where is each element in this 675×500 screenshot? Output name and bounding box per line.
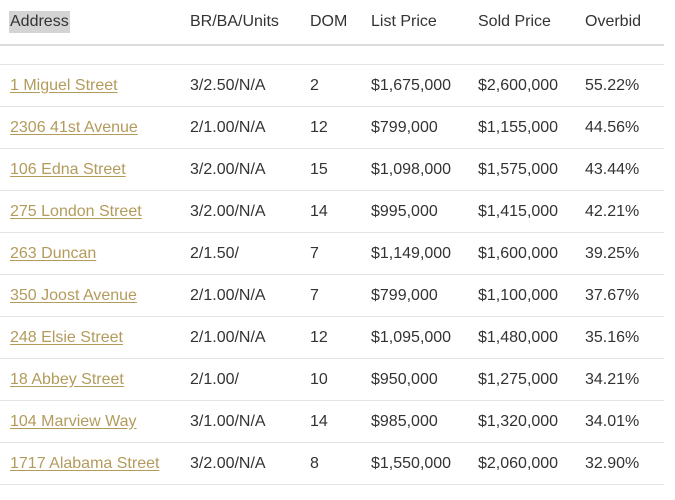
table-row: 106 Edna Street 3/2.00/N/A 15 $1,098,000 $1,… — [0, 148, 664, 191]
cell-address: 1 Miguel Street — [0, 64, 180, 107]
cell-sold-price: $1,415,000 — [468, 190, 575, 233]
cell-sold-price: $1,575,000 — [468, 148, 575, 191]
cell-sold-price: $1,320,000 — [468, 400, 575, 443]
cell-sold-price: $1,155,000 — [468, 106, 575, 149]
cell-overbid: 34.21% — [575, 358, 664, 401]
header-address[interactable]: Address — [0, 0, 180, 46]
table-row: 248 Elsie Street 2/1.00/N/A 12 $1,095,000 $1… — [0, 316, 664, 359]
address-link[interactable]: 263 Duncan — [10, 244, 97, 262]
cell-dom: 14 — [300, 190, 361, 233]
cell-address: 104 Marview Way — [0, 400, 180, 443]
cell-overbid: 55.22% — [575, 64, 664, 107]
cell-address: 350 Joost Avenue — [0, 274, 180, 317]
cell-overbid: 39.25% — [575, 232, 664, 275]
cell-br-ba-units: 2/1.50/ — [180, 232, 300, 275]
header-overbid[interactable]: Overbid — [575, 0, 664, 46]
cell-br-ba-units: 3/2.00/N/A — [180, 190, 300, 233]
address-link[interactable]: 104 Marview Way — [10, 412, 137, 430]
table-body: 1 Miguel Street 3/2.50/N/A 2 $1,675,000 $2,6… — [0, 45, 664, 485]
cell-overbid: 44.56% — [575, 106, 664, 149]
sales-table-container: Address BR/BA/Units DOM List Price Sold … — [0, 0, 664, 485]
cell-br-ba-units: 3/2.50/N/A — [180, 64, 300, 107]
table-row: 275 London Street 3/2.00/N/A 14 $995,000 $1,… — [0, 190, 664, 233]
cell-address: 2306 41st Avenue — [0, 106, 180, 149]
sales-table: Address BR/BA/Units DOM List Price Sold … — [0, 0, 664, 485]
cell-list-price: $950,000 — [361, 358, 468, 401]
table-row: 1717 Alabama Street 3/2.00/N/A 8 $1,550,000… — [0, 442, 664, 485]
table-row: 350 Joost Avenue 2/1.00/N/A 7 $799,000 $1,10… — [0, 274, 664, 317]
cell-dom: 15 — [300, 148, 361, 191]
header-list-price[interactable]: List Price — [361, 0, 468, 46]
cell-overbid: 43.44% — [575, 148, 664, 191]
header-row: Address BR/BA/Units DOM List Price Sold … — [0, 0, 664, 46]
address-link[interactable]: 18 Abbey Street — [10, 370, 124, 388]
cell-sold-price: $1,480,000 — [468, 316, 575, 359]
address-link[interactable]: 106 Edna Street — [10, 160, 126, 178]
table-row: 104 Marview Way 3/1.00/N/A 14 $985,000 $1,32… — [0, 400, 664, 443]
cell-dom: 10 — [300, 358, 361, 401]
cell-list-price: $1,095,000 — [361, 316, 468, 359]
cell-address: 275 London Street — [0, 190, 180, 233]
address-link[interactable]: 248 Elsie Street — [10, 328, 123, 346]
address-link[interactable]: 1717 Alabama Street — [10, 454, 160, 472]
cell-list-price: $985,000 — [361, 400, 468, 443]
cell-br-ba-units: 2/1.00/ — [180, 358, 300, 401]
header-dom[interactable]: DOM — [300, 0, 361, 46]
cell-dom: 12 — [300, 106, 361, 149]
cell-list-price: $799,000 — [361, 106, 468, 149]
table-header: Address BR/BA/Units DOM List Price Sold … — [0, 0, 664, 46]
cell-overbid: 37.67% — [575, 274, 664, 317]
table-spacer-row — [0, 45, 664, 65]
cell-br-ba-units: 3/2.00/N/A — [180, 148, 300, 191]
address-link[interactable]: 2306 41st Avenue — [10, 118, 138, 136]
header-address-label: Address — [9, 11, 70, 33]
cell-br-ba-units: 2/1.00/N/A — [180, 274, 300, 317]
cell-sold-price: $1,600,000 — [468, 232, 575, 275]
cell-address: 1717 Alabama Street — [0, 442, 180, 485]
cell-overbid: 35.16% — [575, 316, 664, 359]
cell-br-ba-units: 2/1.00/N/A — [180, 316, 300, 359]
cell-address: 18 Abbey Street — [0, 358, 180, 401]
cell-address: 106 Edna Street — [0, 148, 180, 191]
cell-overbid: 42.21% — [575, 190, 664, 233]
cell-overbid: 34.01% — [575, 400, 664, 443]
table-row: 1 Miguel Street 3/2.50/N/A 2 $1,675,000 $2,6… — [0, 64, 664, 107]
cell-dom: 7 — [300, 274, 361, 317]
cell-dom: 14 — [300, 400, 361, 443]
cell-list-price: $1,149,000 — [361, 232, 468, 275]
address-link[interactable]: 1 Miguel Street — [10, 76, 118, 94]
cell-dom: 12 — [300, 316, 361, 359]
cell-list-price: $1,675,000 — [361, 64, 468, 107]
cell-br-ba-units: 2/1.00/N/A — [180, 106, 300, 149]
cell-dom: 2 — [300, 64, 361, 107]
cell-address: 248 Elsie Street — [0, 316, 180, 359]
spacer-cell — [0, 45, 664, 65]
cell-sold-price: $1,100,000 — [468, 274, 575, 317]
address-link[interactable]: 275 London Street — [10, 202, 142, 220]
header-sold-price[interactable]: Sold Price — [468, 0, 575, 46]
cell-sold-price: $2,060,000 — [468, 442, 575, 485]
cell-sold-price: $1,275,000 — [468, 358, 575, 401]
cell-list-price: $799,000 — [361, 274, 468, 317]
cell-list-price: $995,000 — [361, 190, 468, 233]
cell-overbid: 32.90% — [575, 442, 664, 485]
cell-address: 263 Duncan — [0, 232, 180, 275]
cell-sold-price: $2,600,000 — [468, 64, 575, 107]
cell-dom: 7 — [300, 232, 361, 275]
cell-list-price: $1,098,000 — [361, 148, 468, 191]
cell-list-price: $1,550,000 — [361, 442, 468, 485]
address-link[interactable]: 350 Joost Avenue — [10, 286, 137, 304]
table-row: 18 Abbey Street 2/1.00/10 $950,000 $1,275,0… — [0, 358, 664, 401]
cell-br-ba-units: 3/2.00/N/A — [180, 442, 300, 485]
header-br-ba-units[interactable]: BR/BA/Units — [180, 0, 300, 46]
table-row: 263 Duncan 2/1.50/7 $1,149,000 $1,600,000 39… — [0, 232, 664, 275]
cell-dom: 8 — [300, 442, 361, 485]
cell-br-ba-units: 3/1.00/N/A — [180, 400, 300, 443]
table-row: 2306 41st Avenue 2/1.00/N/A 12 $799,000 $1,1… — [0, 106, 664, 149]
